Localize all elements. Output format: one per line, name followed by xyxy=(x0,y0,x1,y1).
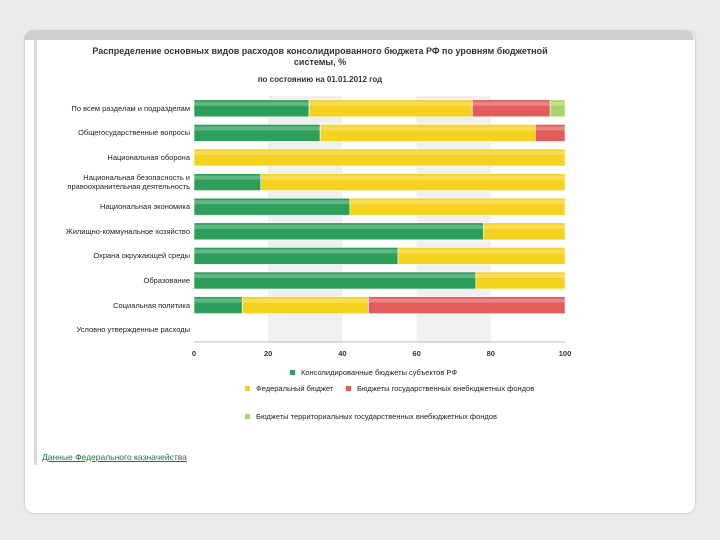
bar-highlight xyxy=(194,126,321,131)
x-tick-label: 60 xyxy=(412,349,420,358)
chart-title: Распределение основных видов расходов ко… xyxy=(92,46,548,67)
bar-highlight xyxy=(309,101,473,106)
category-label: Образование xyxy=(143,276,191,285)
legend-item: Федеральный бюджет xyxy=(245,384,333,393)
bar-highlight xyxy=(194,101,310,106)
legend-swatch xyxy=(290,370,295,375)
x-tick-label: 80 xyxy=(487,349,495,358)
bar-highlight xyxy=(535,126,565,131)
bar-segment xyxy=(475,271,566,290)
legend-label: Бюджеты государственных внебюджетных фон… xyxy=(357,384,535,393)
category-label: Охрана окружающей среды xyxy=(93,251,190,261)
bar-highlight xyxy=(194,298,243,303)
legend-item: Консолидированные бюджеты субъектов РФ xyxy=(290,368,457,377)
chart-subtitle: по состоянию на 01.01.2012 год xyxy=(257,75,383,84)
bar-highlight xyxy=(194,274,476,278)
bar-segment xyxy=(549,99,566,118)
bar-highlight xyxy=(349,200,565,205)
category-label: Национальная безопасность и правоохранит… xyxy=(67,173,190,192)
bar-highlight xyxy=(320,126,536,131)
bar-highlight xyxy=(194,224,484,229)
bar-highlight xyxy=(368,298,565,303)
legend-swatch xyxy=(245,386,250,391)
legend-swatch xyxy=(346,386,351,391)
x-tick-label: 0 xyxy=(192,349,196,358)
x-tick-label: 40 xyxy=(338,349,346,358)
slide-top-bar xyxy=(24,30,694,40)
bar-segment xyxy=(535,124,566,142)
category-label: Общегосударственные вопросы xyxy=(78,128,190,138)
bar-highlight xyxy=(483,224,565,229)
bar-highlight xyxy=(260,175,565,180)
bar-highlight xyxy=(194,249,399,254)
bar-highlight xyxy=(472,101,551,106)
x-tick-label: 20 xyxy=(264,349,272,358)
bar-highlight xyxy=(475,274,565,278)
legend-label: Бюджеты территориальных государственных … xyxy=(256,412,497,421)
category-label: Жилищно-коммунальное хозяйство xyxy=(65,226,190,236)
category-label: Социальная политика xyxy=(113,300,190,310)
legend-item: Бюджеты государственных внебюджетных фон… xyxy=(346,384,536,393)
bar-segment xyxy=(483,222,566,241)
bar-segment xyxy=(397,247,566,265)
bar-highlight xyxy=(194,151,565,155)
bar-highlight xyxy=(194,200,350,205)
bar-highlight xyxy=(242,298,369,303)
bar-segment xyxy=(193,148,566,167)
legend-label: Федеральный бюджет xyxy=(256,384,334,393)
category-label: По всем разделам и подразделам xyxy=(71,103,190,113)
category-label: Национальная экономика xyxy=(100,202,190,212)
bar-segment xyxy=(260,173,566,191)
bar-segment xyxy=(368,296,566,314)
category-label: Национальная оборона xyxy=(107,153,190,162)
left-accent-rule xyxy=(34,40,37,465)
bar-segment xyxy=(349,197,566,216)
bar-highlight xyxy=(194,175,261,180)
source-link[interactable]: Данные Федерального казначейства xyxy=(42,452,187,462)
category-label: Условно утвержденные расходы xyxy=(76,325,190,335)
bar-highlight xyxy=(398,249,565,254)
legend-label: Консолидированные бюджеты субъектов РФ xyxy=(301,368,458,377)
legend-item: Бюджеты территориальных государственных … xyxy=(245,412,497,421)
bar-highlight xyxy=(550,101,565,106)
legend-swatch xyxy=(245,414,250,419)
x-tick-label: 100 xyxy=(559,349,572,358)
